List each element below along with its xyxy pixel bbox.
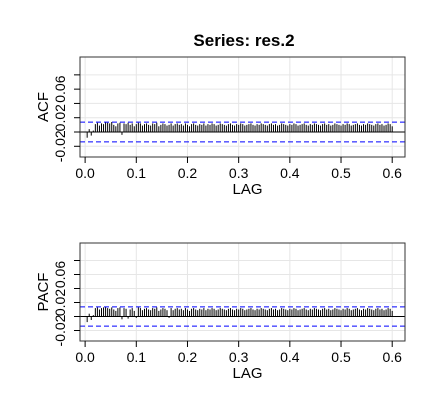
acf-panel: 0.0 0.1 0.2 0.3 0.4 0.5 0.6 -0.020.020.06 LAG … [35, 56, 406, 198]
acf-reference-lines [80, 121, 405, 143]
acf-x-tick-label: 0.3 [229, 165, 249, 181]
acf-x-axis: 0.0 0.1 0.2 0.3 0.4 0.5 0.6 [75, 157, 402, 181]
pacf-x-axis: 0.0 0.1 0.2 0.3 0.4 0.5 0.6 [75, 341, 402, 365]
pacf-y-tick-label: 0.06 [52, 261, 68, 288]
acf-plot-area [80, 57, 405, 157]
acf-x-tick-label: 0.1 [127, 165, 147, 181]
pacf-grid [80, 243, 405, 341]
pacf-x-tick-label: 0.5 [331, 349, 351, 365]
pacf-plot-area [80, 243, 405, 341]
pacf-x-tick-label: 0.6 [382, 349, 402, 365]
acf-bars [86, 122, 393, 138]
acf-y-axis: -0.020.02 0.06 [52, 74, 80, 162]
pacf-frame [79, 242, 406, 342]
pacf-x-tick-label: 0.0 [75, 349, 95, 365]
pacf-x-label: LAG [232, 365, 262, 382]
acf-x-tick-label: 0.6 [382, 165, 402, 181]
pacf-reference-lines [80, 306, 405, 327]
pacf-x-tick-label: 0.4 [280, 349, 300, 365]
pacf-y-label: PACF [35, 273, 52, 312]
acf-x-tick-label: 0.4 [280, 165, 300, 181]
figure-title: Series: res.2 [193, 31, 294, 50]
acf-x-label: LAG [232, 181, 262, 198]
acf-frame [79, 56, 406, 158]
pacf-x-tick-label: 0.3 [229, 349, 249, 365]
pacf-panel: 0.0 0.1 0.2 0.3 0.4 0.5 0.6 -0.020.020.06 LAG … [35, 242, 406, 382]
pacf-x-tick-label: 0.2 [178, 349, 198, 365]
pacf-y-tick-label: -0.02 [52, 314, 68, 346]
acf-x-tick-label: 0.0 [75, 165, 95, 181]
acf-y-tick-label: 0.06 [52, 75, 68, 102]
acf-y-tick-label: -0.02 [52, 130, 68, 162]
pacf-y-tick-label: 0.02 [52, 289, 68, 316]
acf-y-label: ACF [35, 92, 52, 122]
pacf-x-tick-label: 0.1 [127, 349, 147, 365]
acf-x-tick-label: 0.5 [331, 165, 351, 181]
pacf-bars [86, 306, 393, 323]
acf-y-tick-label: 0.02 [52, 104, 68, 131]
pacf-y-axis: -0.020.020.06 [52, 260, 80, 346]
acf-x-tick-label: 0.2 [178, 165, 198, 181]
